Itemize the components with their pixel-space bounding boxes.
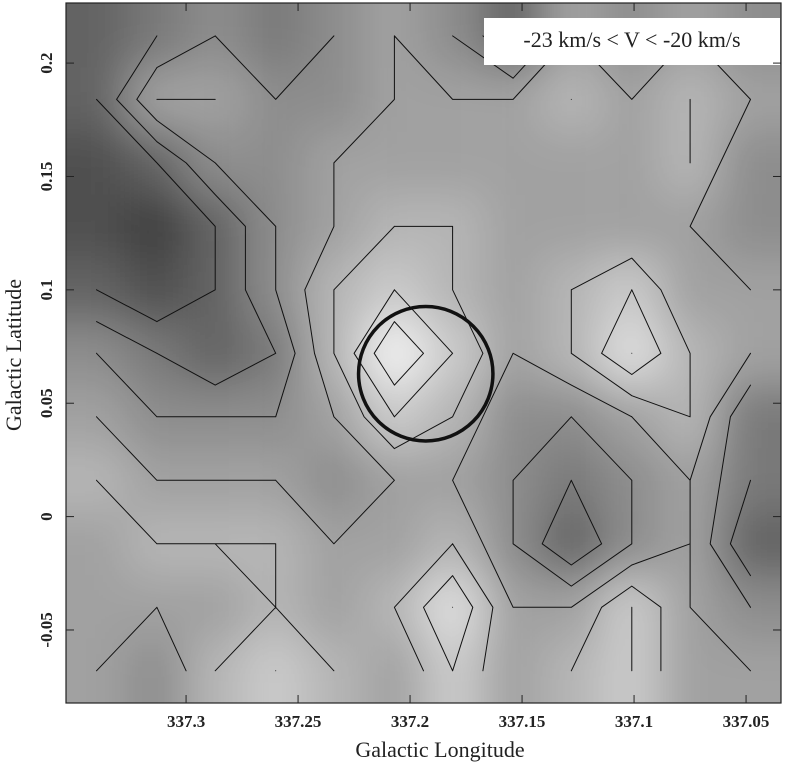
- contour-line: [96, 98, 691, 672]
- field-cell: [483, 258, 544, 323]
- contour-line: [275, 289, 662, 672]
- x-tick-label: 337.3: [167, 712, 205, 731]
- field-cell: [541, 194, 603, 260]
- x-axis-label: Galactic Longitude: [355, 737, 524, 762]
- x-tick-label: 337.15: [499, 712, 546, 731]
- field-cell: [720, 575, 781, 641]
- x-tick-label: 337.25: [275, 712, 322, 731]
- field-cell: [422, 575, 484, 641]
- field-cell: [245, 385, 307, 450]
- field-cell: [602, 639, 663, 703]
- field-cell: [304, 575, 365, 641]
- y-tick-label: 0.05: [37, 388, 56, 418]
- field-cell: [66, 131, 128, 196]
- field-cell: [127, 639, 188, 703]
- field-cell: [422, 385, 484, 450]
- y-tick-label: 0.15: [37, 162, 56, 192]
- field-cell: [185, 575, 246, 641]
- field-cell: [720, 385, 781, 450]
- contour-line: [96, 35, 751, 672]
- field-cell: [602, 131, 663, 196]
- field-cell: [541, 258, 603, 323]
- plot-frame: [65, 2, 782, 704]
- annotation: -23 km/s < V < -20 km/s: [523, 27, 740, 52]
- field-cell: [364, 639, 426, 703]
- field-cell: [660, 639, 721, 703]
- field-cell: [483, 131, 544, 196]
- field-cell: [185, 385, 246, 450]
- y-tick-label: -0.05: [37, 612, 56, 647]
- field-cell: [66, 448, 128, 514]
- field-cell: [127, 3, 188, 69]
- field-cell: [127, 194, 188, 260]
- field-cell: [720, 194, 781, 260]
- field-cell: [66, 512, 128, 577]
- field-cell: [720, 512, 781, 577]
- field-cell: [483, 575, 544, 641]
- field-cell: [720, 258, 781, 323]
- annotation-box: [484, 18, 780, 65]
- field-cell: [720, 639, 781, 703]
- field-cell: [364, 131, 426, 196]
- field-cell: [304, 67, 365, 133]
- field-cell: [483, 639, 544, 703]
- field-cell: [602, 512, 663, 577]
- x-tick-label: 337.05: [723, 712, 770, 731]
- field-cell: [66, 3, 128, 69]
- field-cell: [304, 194, 365, 260]
- y-axis-label: Galactic Latitude: [1, 279, 26, 431]
- field-cell: [364, 512, 426, 577]
- field-cell: [720, 67, 781, 133]
- field-cell: [422, 131, 484, 196]
- field-cell: [422, 3, 484, 69]
- field-cell: [541, 639, 603, 703]
- field-cell: [483, 385, 544, 450]
- field-cell: [185, 639, 246, 703]
- contour-line: [96, 35, 751, 608]
- field-cell: [720, 321, 781, 387]
- field-cell: [541, 67, 603, 133]
- y-tick-label: 0: [37, 512, 56, 521]
- field-cell: [245, 321, 307, 387]
- field-cell: [660, 258, 721, 323]
- contour-line: [96, 98, 216, 323]
- field-cell: [245, 131, 307, 196]
- field-cell: [185, 321, 246, 387]
- field-cell: [304, 448, 365, 514]
- field-cell: [602, 575, 663, 641]
- x-tick-label: 337.2: [391, 712, 429, 731]
- field-cell: [66, 575, 128, 641]
- field-cell: [245, 639, 307, 703]
- contour-line: [373, 321, 633, 608]
- field-cell: [602, 321, 663, 387]
- field-cell: [245, 3, 307, 69]
- x-tick-label: 337.1: [615, 712, 653, 731]
- field-cell: [66, 194, 128, 260]
- field-cell: [66, 67, 128, 133]
- field-cell: [541, 512, 603, 577]
- field-cell: [483, 194, 544, 260]
- field-cell: [720, 448, 781, 514]
- field-cell: [602, 194, 663, 260]
- y-tick-label: 0.2: [37, 52, 56, 73]
- field-cell: [185, 448, 246, 514]
- y-tick-label: 0.1: [37, 279, 56, 300]
- field-cell: [720, 131, 781, 196]
- field-cell: [127, 258, 188, 323]
- source-circle: [356, 304, 495, 443]
- field-cell: [422, 639, 484, 703]
- field-cell: [541, 131, 603, 196]
